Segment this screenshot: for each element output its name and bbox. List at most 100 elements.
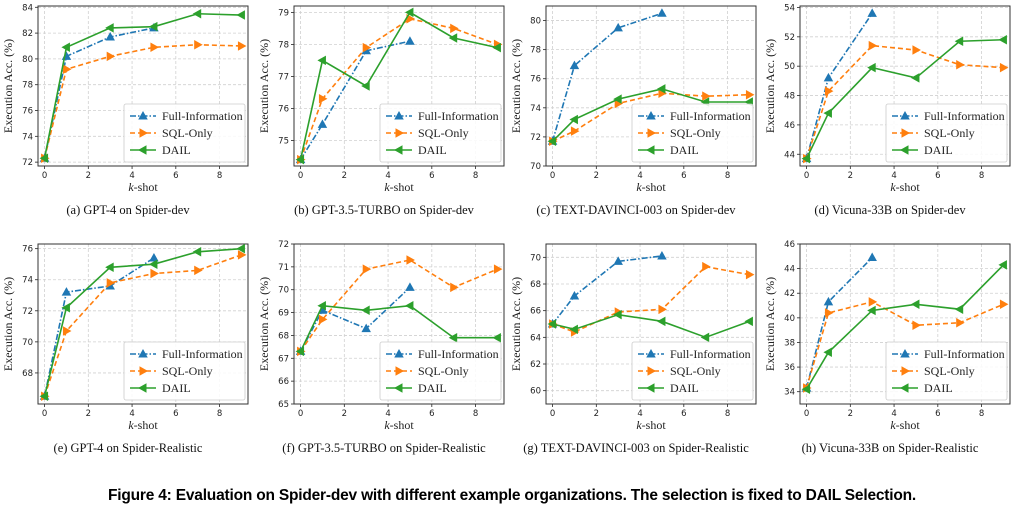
subfigure-caption: (b) GPT-3.5-TURBO on Spider-dev <box>294 203 474 217</box>
data-point-full-information <box>823 72 834 82</box>
data-point-sql-only <box>956 59 965 70</box>
chart-panel-d: 0 2 4 6 8 44 46 48 50 52 54 k-shot Execution Acc. (%… <box>762 0 1018 232</box>
series-sql-only <box>297 255 503 357</box>
y-tick-label: 72 <box>530 133 541 143</box>
legend-label-full-information: Full-Information <box>162 347 243 361</box>
data-point-sql-only <box>868 40 878 51</box>
data-point-dail <box>656 316 666 327</box>
plot-frame <box>37 243 249 405</box>
subfigure-caption: (e) GPT-4 on Spider-Realistic <box>53 441 203 455</box>
data-point-dail <box>404 300 414 311</box>
data-point-dail <box>295 154 305 165</box>
legend: Full-Information SQL-Only DAIL <box>123 103 246 163</box>
data-point-sql-only <box>62 326 72 336</box>
x-axis-label: k-shot <box>636 180 666 194</box>
data-point-full-information <box>867 8 877 17</box>
x-tick-label: 0 <box>298 171 303 181</box>
data-point-sql-only <box>106 51 116 62</box>
series-line-full-information <box>43 27 155 159</box>
chart-panel-a: 0 2 4 6 8 72 74 76 78 80 82 84 k-shot Execution Acc. … <box>0 0 256 232</box>
data-point-sql-only <box>493 264 503 274</box>
data-point-dail <box>954 36 964 46</box>
y-tick-label: 52 <box>784 33 795 43</box>
data-point-dail <box>613 309 622 320</box>
legend-label-sql-only: SQL-Only <box>670 364 721 378</box>
y-tick-label: 72 <box>278 240 289 250</box>
legend: Full-Information SQL-Only DAIL <box>379 103 502 163</box>
legend-label-dail: DAIL <box>924 143 953 157</box>
data-point-dail <box>61 302 70 313</box>
series-full-information <box>547 251 667 328</box>
data-point-dail <box>998 260 1007 270</box>
y-tick-label: 69 <box>278 309 289 319</box>
subfigure-caption: (a) GPT-4 on Spider-dev <box>66 203 190 217</box>
data-point-dail <box>569 324 578 335</box>
data-point-dail <box>801 384 811 394</box>
data-point-dail <box>317 300 326 311</box>
legend-box <box>379 341 502 401</box>
legend-marker-sql-only <box>139 366 148 376</box>
x-tick-label: 8 <box>217 409 222 419</box>
data-point-dail <box>823 347 832 358</box>
series-line-full-information <box>805 256 873 389</box>
y-axis-label: Execution Acc. (%) <box>509 39 523 133</box>
x-tick-label: 6 <box>681 409 686 419</box>
y-tick-label: 75 <box>278 136 289 146</box>
x-tick-label: 4 <box>891 409 896 419</box>
y-tick-label: 67 <box>278 354 289 364</box>
legend-marker-dail <box>646 383 655 393</box>
y-tick-label: 64 <box>530 333 541 343</box>
series-line-full-information <box>43 257 155 397</box>
x-axis-label: k-shot <box>384 418 414 432</box>
data-point-dail <box>148 259 158 269</box>
series-line-full-information <box>551 255 663 325</box>
legend-marker-sql-only <box>647 366 656 376</box>
data-point-full-information <box>657 8 667 17</box>
y-tick-label: 74 <box>22 132 33 142</box>
legend-marker-sql-only <box>901 366 910 376</box>
legend-label-full-information: Full-Information <box>162 109 243 123</box>
x-tick-label: 4 <box>129 409 134 419</box>
series-line-full-information <box>299 40 411 161</box>
data-point-sql-only <box>999 299 1009 310</box>
x-tick-label: 4 <box>385 171 390 181</box>
legend-box <box>123 341 246 401</box>
data-point-dail <box>192 247 202 257</box>
series-line-sql-only <box>43 254 242 397</box>
data-point-sql-only <box>106 278 116 288</box>
y-axis-label: Execution Acc. (%) <box>1 39 15 133</box>
data-point-dail <box>910 299 920 310</box>
legend: Full-Information SQL-Only DAIL <box>631 103 754 163</box>
x-tick-label: 8 <box>979 171 984 181</box>
legend-marker-sql-only <box>901 128 910 138</box>
data-point-full-information <box>317 119 328 128</box>
x-tick-label: 4 <box>129 171 134 181</box>
x-tick-label: 0 <box>42 171 47 181</box>
data-point-dail <box>448 33 458 43</box>
x-tick-label: 4 <box>637 171 642 181</box>
series-dail <box>295 300 501 357</box>
legend-marker-full-information <box>394 349 404 358</box>
y-tick-label: 38 <box>784 338 795 348</box>
y-axis-label: Execution Acc. (%) <box>257 277 271 371</box>
series-line-sql-only <box>43 43 242 159</box>
legend-marker-full-information <box>900 349 910 358</box>
chart-panel-f: 0 2 4 6 8 65 66 67 68 69 70 71 72 k-shot Execution Acc… <box>256 238 512 470</box>
series-line-sql-only <box>805 300 1004 389</box>
chart-panel-g: 0 2 4 6 8 60 62 64 66 68 70 k-shot Execution Acc. (%… <box>508 238 764 470</box>
data-point-dail <box>404 7 414 18</box>
data-point-full-information <box>657 251 667 260</box>
x-tick-label: 8 <box>725 409 730 419</box>
legend-marker-full-information <box>138 111 148 120</box>
x-tick-label: 0 <box>42 409 47 419</box>
data-point-dail <box>236 243 245 254</box>
data-point-sql-only <box>912 45 921 55</box>
series-line-sql-only <box>299 259 498 352</box>
data-point-dail <box>361 81 370 91</box>
y-tick-label: 71 <box>278 263 289 273</box>
data-point-dail <box>236 10 245 20</box>
data-point-dail <box>361 305 370 316</box>
series-line-sql-only <box>299 17 498 160</box>
data-point-dail <box>448 332 458 343</box>
